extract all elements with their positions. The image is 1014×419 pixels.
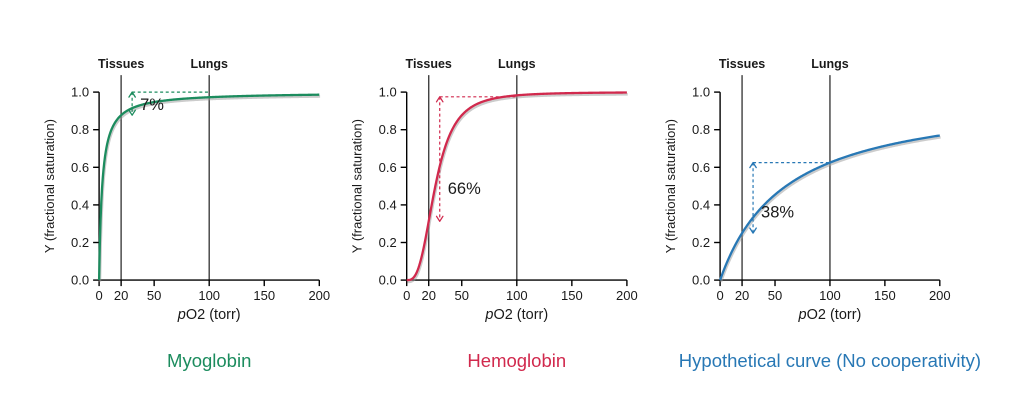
- svg-text:100: 100: [819, 288, 841, 303]
- svg-text:0.8: 0.8: [379, 122, 397, 137]
- svg-text:0: 0: [95, 288, 102, 303]
- svg-text:150: 150: [874, 288, 896, 303]
- svg-text:Lungs: Lungs: [190, 57, 228, 71]
- svg-text:200: 200: [929, 288, 951, 303]
- svg-text:Y (fractional saturation): Y (fractional saturation): [42, 119, 57, 253]
- svg-text:Tissues: Tissues: [98, 57, 144, 71]
- svg-text:Myoglobin: Myoglobin: [167, 350, 251, 371]
- svg-text:0.6: 0.6: [692, 160, 710, 175]
- svg-text:0.2: 0.2: [379, 235, 397, 250]
- svg-text:Lungs: Lungs: [498, 57, 536, 71]
- svg-text:200: 200: [616, 288, 638, 303]
- svg-text:0.2: 0.2: [692, 235, 710, 250]
- svg-text:0.8: 0.8: [692, 122, 710, 137]
- svg-text:Lungs: Lungs: [811, 57, 849, 71]
- svg-text:50: 50: [147, 288, 161, 303]
- svg-text:7%: 7%: [140, 96, 164, 114]
- svg-text:150: 150: [561, 288, 583, 303]
- svg-text:Tissues: Tissues: [406, 57, 452, 71]
- svg-text:0.4: 0.4: [71, 197, 89, 212]
- svg-text:20: 20: [735, 288, 749, 303]
- svg-text:150: 150: [253, 288, 275, 303]
- svg-text:0.8: 0.8: [71, 122, 89, 137]
- svg-text:100: 100: [506, 288, 528, 303]
- svg-text:66%: 66%: [448, 180, 481, 198]
- svg-text:1.0: 1.0: [71, 85, 89, 100]
- svg-text:50: 50: [768, 288, 782, 303]
- svg-text:0.2: 0.2: [71, 235, 89, 250]
- svg-text:0: 0: [403, 288, 410, 303]
- svg-text:Y (fractional saturation): Y (fractional saturation): [663, 119, 678, 253]
- svg-text:0.4: 0.4: [692, 197, 710, 212]
- svg-text:0: 0: [716, 288, 723, 303]
- svg-text:20: 20: [114, 288, 128, 303]
- svg-text:Hypothetical curve (No coopera: Hypothetical curve (No cooperativity): [679, 350, 981, 371]
- svg-text:Tissues: Tissues: [719, 57, 765, 71]
- svg-text:38%: 38%: [761, 204, 794, 222]
- svg-text:0.0: 0.0: [71, 273, 89, 288]
- svg-text:0.6: 0.6: [71, 160, 89, 175]
- svg-text:0.6: 0.6: [379, 160, 397, 175]
- svg-text:200: 200: [308, 288, 330, 303]
- svg-text:20: 20: [421, 288, 435, 303]
- svg-text:pO2 (torr): pO2 (torr): [798, 307, 862, 323]
- svg-text:1.0: 1.0: [379, 85, 397, 100]
- svg-text:50: 50: [455, 288, 469, 303]
- svg-text:100: 100: [198, 288, 220, 303]
- svg-text:0.0: 0.0: [692, 273, 710, 288]
- svg-text:Hemoglobin: Hemoglobin: [467, 350, 566, 371]
- svg-text:pO2 (torr): pO2 (torr): [177, 307, 241, 323]
- svg-text:1.0: 1.0: [692, 85, 710, 100]
- svg-text:0.0: 0.0: [379, 273, 397, 288]
- svg-text:0.4: 0.4: [379, 197, 397, 212]
- svg-text:pO2 (torr): pO2 (torr): [484, 307, 548, 323]
- svg-text:Y (fractional saturation): Y (fractional saturation): [350, 119, 365, 253]
